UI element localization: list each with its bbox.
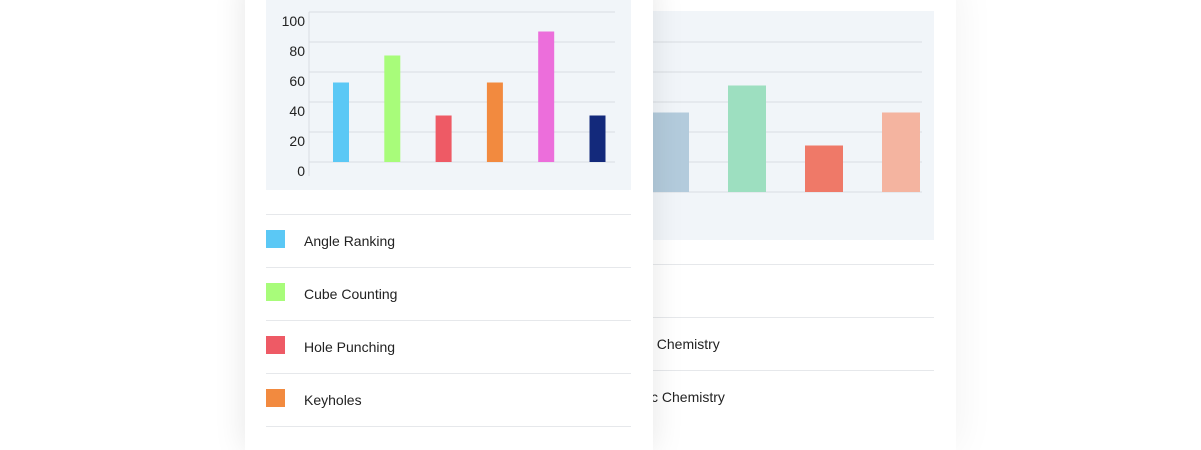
legend-label: Hole Punching: [304, 339, 396, 355]
back-bar-chart: [634, 41, 922, 193]
y-tick-label: 100: [282, 13, 306, 29]
bar: [435, 115, 452, 162]
front-bar-chart: 0 20 40 60 80 100: [282, 11, 615, 179]
legend-item-hole-punching: Hole Punching: [266, 320, 631, 374]
y-tick-label: 0: [297, 163, 305, 179]
back-legend-label: c Chemistry: [651, 389, 725, 405]
legend-swatch: [266, 283, 285, 301]
bar: [486, 82, 503, 162]
back-legend-row: y: [630, 264, 934, 318]
back-bar: [882, 112, 920, 192]
y-tick-label: 20: [289, 133, 305, 149]
bar: [589, 115, 606, 162]
legend-item-cube-counting: Cube Counting: [266, 267, 631, 321]
back-legend-label: al Chemistry: [642, 336, 720, 352]
legend-swatch: [266, 336, 285, 354]
back-legend-row: c Chemistry: [630, 370, 934, 424]
legend-swatch: [266, 230, 285, 248]
front-chart-card: 0 20 40 60 80 100 Angle Ranking Cube Counting…: [245, 0, 653, 450]
legend-item-keyholes: Keyholes: [266, 373, 631, 427]
legend-swatch: [266, 389, 285, 407]
y-tick-label: 80: [289, 43, 305, 59]
back-bar: [728, 85, 766, 192]
back-bar: [805, 145, 843, 192]
back-plot-area: [634, 11, 934, 240]
back-legend-row: al Chemistry: [630, 317, 934, 371]
legend-label: Keyholes: [304, 392, 362, 408]
bar: [333, 82, 349, 162]
front-plot-area: 0 20 40 60 80 100: [266, 0, 631, 190]
legend-label: Angle Ranking: [304, 233, 396, 249]
y-tick-label: 60: [289, 73, 305, 89]
legend-divider: [266, 426, 631, 427]
bar: [538, 31, 555, 162]
back-chart-card: y al Chemistry c Chemistry: [630, 0, 956, 450]
y-tick-label: 40: [289, 103, 305, 119]
back-bar: [651, 112, 689, 192]
bar: [384, 55, 401, 162]
legend-item-angle-ranking: Angle Ranking: [266, 214, 631, 268]
legend-label: Cube Counting: [304, 286, 398, 302]
